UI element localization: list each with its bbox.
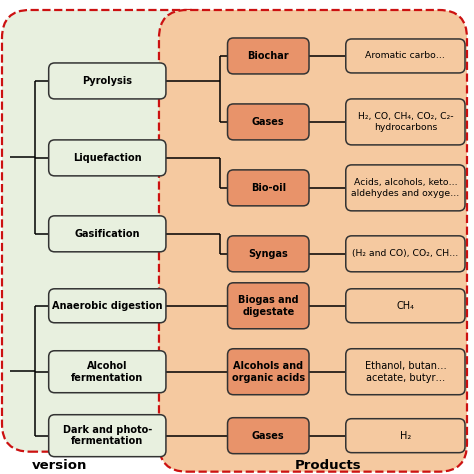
FancyBboxPatch shape [228, 349, 309, 395]
Text: Alcohol
fermentation: Alcohol fermentation [71, 361, 144, 383]
FancyBboxPatch shape [346, 419, 465, 453]
Text: Alcohols and
organic acids: Alcohols and organic acids [232, 361, 305, 383]
FancyBboxPatch shape [346, 349, 465, 395]
FancyBboxPatch shape [228, 418, 309, 454]
Text: Biogas and
digestate: Biogas and digestate [238, 295, 299, 317]
Text: H₂, CO, CH₄, CO₂, C₂-
hydrocarbons: H₂, CO, CH₄, CO₂, C₂- hydrocarbons [357, 112, 453, 132]
FancyBboxPatch shape [346, 39, 465, 73]
Text: Pyrolysis: Pyrolysis [82, 76, 132, 86]
FancyBboxPatch shape [49, 351, 166, 393]
FancyBboxPatch shape [228, 170, 309, 206]
Text: H₂: H₂ [400, 431, 411, 441]
FancyBboxPatch shape [2, 10, 219, 452]
FancyBboxPatch shape [228, 104, 309, 140]
FancyBboxPatch shape [159, 10, 467, 472]
FancyBboxPatch shape [49, 63, 166, 99]
FancyBboxPatch shape [346, 236, 465, 272]
Text: CH₄: CH₄ [396, 301, 414, 311]
Text: Ethanol, butan…
acetate, butyr…: Ethanol, butan… acetate, butyr… [365, 361, 446, 383]
FancyBboxPatch shape [228, 283, 309, 329]
Text: Acids, alcohols, keto…
aldehydes and oxyge…: Acids, alcohols, keto… aldehydes and oxy… [351, 178, 460, 198]
Text: Bio-oil: Bio-oil [251, 183, 286, 193]
Text: Products: Products [294, 459, 361, 472]
FancyBboxPatch shape [228, 236, 309, 272]
FancyBboxPatch shape [228, 38, 309, 74]
Text: Anaerobic digestion: Anaerobic digestion [52, 301, 163, 311]
Text: Biochar: Biochar [247, 51, 289, 61]
Text: Syngas: Syngas [248, 249, 288, 259]
Text: Liquefaction: Liquefaction [73, 153, 142, 163]
Text: Dark and photo-
fermentation: Dark and photo- fermentation [63, 425, 152, 447]
FancyBboxPatch shape [346, 289, 465, 323]
Text: (H₂ and CO), CO₂, CH…: (H₂ and CO), CO₂, CH… [352, 249, 458, 258]
Text: Gases: Gases [252, 117, 284, 127]
Text: Aromatic carbo…: Aromatic carbo… [365, 52, 446, 61]
FancyBboxPatch shape [49, 289, 166, 323]
FancyBboxPatch shape [49, 140, 166, 176]
FancyBboxPatch shape [49, 415, 166, 456]
Text: version: version [32, 459, 87, 472]
FancyBboxPatch shape [49, 216, 166, 252]
Text: Gases: Gases [252, 431, 284, 441]
Text: Gasification: Gasification [74, 229, 140, 239]
FancyBboxPatch shape [346, 165, 465, 211]
FancyBboxPatch shape [346, 99, 465, 145]
